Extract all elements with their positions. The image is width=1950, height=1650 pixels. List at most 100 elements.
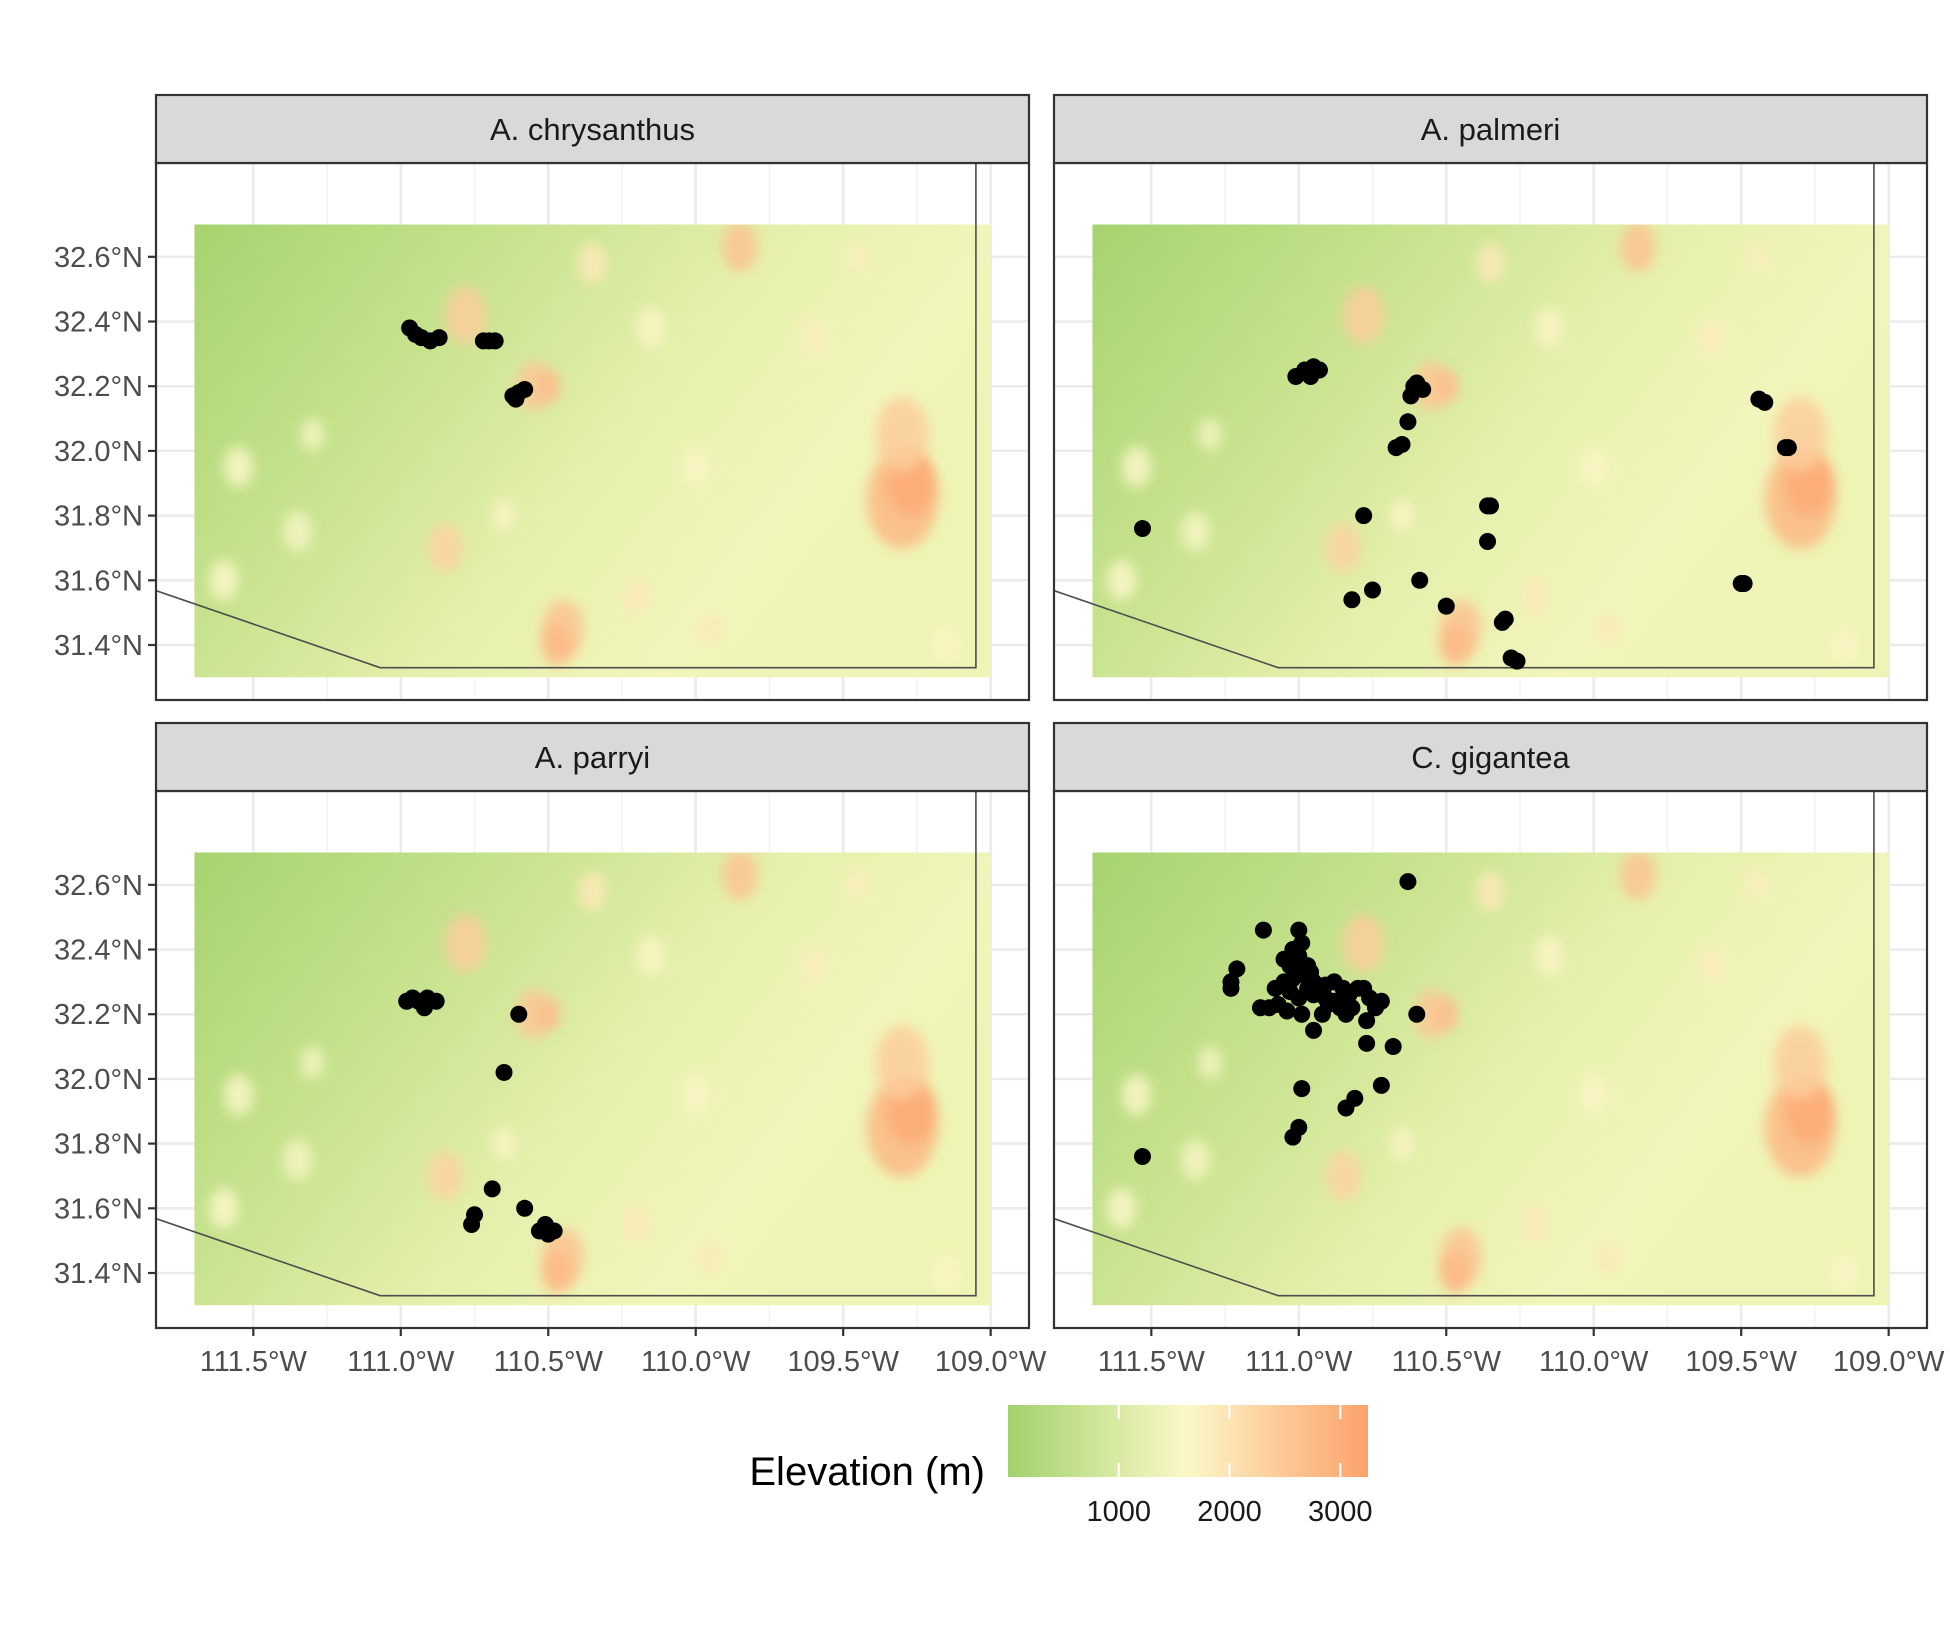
occurrence-point — [1399, 873, 1416, 890]
elevation-relief — [301, 1046, 325, 1079]
y-tick-label: 31.4°N — [54, 1258, 143, 1290]
occurrence-point — [1276, 951, 1293, 968]
elevation-relief — [846, 868, 870, 901]
occurrence-point — [484, 1180, 501, 1197]
occurrence-point — [431, 329, 448, 346]
y-tick-label: 32.6°N — [54, 870, 143, 902]
legend-tick-label: 2000 — [1197, 1496, 1262, 1528]
facet-panel: A. chrysanthus 32.6°N 32.4°N 32.2°N 32.0°N 31… — [54, 95, 1029, 700]
elevation-relief — [1830, 624, 1859, 665]
elevation-relief — [542, 624, 571, 665]
occurrence-point — [1332, 999, 1349, 1016]
legend-colorbar — [1008, 1405, 1368, 1477]
elevation-relief — [1579, 1074, 1608, 1115]
x-tick-label: 111.0°W — [1245, 1346, 1353, 1378]
elevation-relief — [1343, 286, 1384, 344]
occurrence-point — [1756, 394, 1773, 411]
elevation-relief — [1744, 868, 1768, 901]
occurrence-point — [546, 1222, 563, 1239]
elevation-relief — [1744, 240, 1768, 273]
elevation-relief — [1390, 1127, 1414, 1160]
occurrence-point — [1293, 1006, 1310, 1023]
occurrence-point — [1270, 996, 1287, 1013]
facet-strip-label: A. parryi — [535, 740, 650, 775]
y-tick-label: 31.6°N — [54, 565, 143, 597]
elevation-relief — [1535, 935, 1564, 976]
facet-panel: A. palmeri — [1033, 95, 1927, 700]
legend-tick-label: 1000 — [1087, 1496, 1152, 1528]
occurrence-point — [1290, 990, 1307, 1007]
legend-title: Elevation (m) — [749, 1450, 985, 1494]
occurrence-point — [510, 1006, 527, 1023]
y-tick-label: 32.2°N — [54, 999, 143, 1031]
elevation-relief — [799, 945, 828, 986]
elevation-relief — [876, 1026, 929, 1100]
elevation-relief — [1440, 1252, 1469, 1293]
occurrence-point — [1373, 1077, 1390, 1094]
elevation-relief — [536, 998, 560, 1031]
elevation-relief — [799, 317, 828, 358]
panel-content — [1033, 163, 1927, 700]
y-tick-label: 32.2°N — [54, 371, 143, 403]
elevation-relief — [224, 446, 253, 487]
elevation-relief — [622, 1204, 651, 1245]
facet-panel: C. gigantea111.5°W 111.0°W 110.5°W 110.0°W 1… — [1033, 723, 1945, 1378]
y-tick-label: 32.4°N — [54, 935, 143, 967]
y-tick-label: 31.4°N — [54, 630, 143, 662]
panel-content — [135, 791, 1029, 1328]
elevation-relief — [637, 935, 666, 976]
y-tick-label: 31.6°N — [54, 1193, 143, 1225]
x-tick-label: 109.5°W — [1685, 1346, 1797, 1378]
x-tick-label: 111.5°W — [200, 1346, 308, 1378]
x-tick-label: 110.0°W — [1539, 1346, 1649, 1378]
occurrence-point — [1736, 575, 1753, 592]
elevation-relief — [1535, 307, 1564, 348]
x-tick-label: 110.5°W — [1392, 1346, 1502, 1378]
elevation-relief — [846, 240, 870, 273]
elevation-raster — [194, 222, 990, 677]
occurrence-point — [1134, 1148, 1151, 1165]
y-tick-label: 31.8°N — [54, 501, 143, 533]
elevation-relief — [1774, 1026, 1827, 1100]
x-tick-label: 110.0°W — [641, 1346, 751, 1378]
elevation-relief — [681, 1074, 710, 1115]
elevation-relief — [427, 523, 462, 573]
y-tick-label: 31.8°N — [54, 1129, 143, 1161]
elevation-relief — [1520, 1204, 1549, 1245]
occurrence-point — [487, 332, 504, 349]
occurrence-point — [1255, 922, 1272, 939]
elevation-relief — [578, 243, 607, 284]
panel-content — [1033, 791, 1927, 1328]
facet-panel: A. parryi 32.6°N 32.4°N 32.2°N 32.0°N 31.8°N 3… — [54, 723, 1047, 1378]
occurrence-point — [1337, 1100, 1354, 1117]
elevation-relief — [283, 1139, 312, 1180]
elevation-relief — [1199, 418, 1223, 451]
elevation-relief — [637, 307, 666, 348]
elevation-relief — [1697, 317, 1726, 358]
elevation-relief — [283, 511, 312, 552]
legend-tick-label: 3000 — [1308, 1496, 1373, 1528]
elevation-relief — [1520, 576, 1549, 617]
elevation-relief — [224, 1074, 253, 1115]
occurrence-point — [1408, 1006, 1425, 1023]
elevation-relief — [1597, 1240, 1621, 1273]
occurrence-point — [1780, 439, 1797, 456]
occurrence-point — [1438, 598, 1455, 615]
occurrence-point — [1228, 960, 1245, 977]
occurrence-point — [1343, 591, 1360, 608]
x-tick-label: 109.5°W — [787, 1346, 899, 1378]
occurrence-point — [1497, 611, 1514, 628]
elevation-relief — [1434, 998, 1458, 1031]
elevation-relief — [209, 1188, 238, 1229]
occurrence-point — [1284, 970, 1301, 987]
elevation-relief — [1390, 499, 1414, 532]
elevation-relief — [301, 418, 325, 451]
occurrence-point — [1293, 1080, 1310, 1097]
elevation-relief — [1476, 243, 1505, 284]
panel-content — [135, 163, 1029, 700]
facet-strip-label: A. chrysanthus — [490, 112, 695, 147]
y-tick-label: 32.0°N — [54, 1064, 143, 1096]
occurrence-point — [1358, 1035, 1375, 1052]
occurrence-point — [516, 1200, 533, 1217]
occurrence-point — [496, 1064, 513, 1081]
